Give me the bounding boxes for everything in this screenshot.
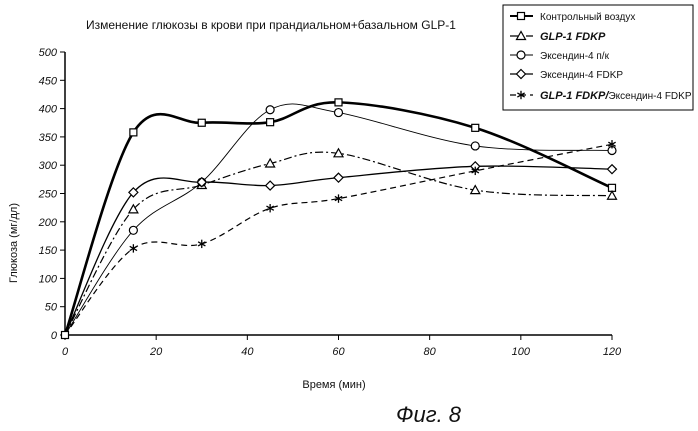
origin-point — [62, 332, 69, 339]
y-tick-label: 400 — [39, 104, 58, 116]
legend-label-5: GLP-1 FDKP/Эксендин-4 FDKP — [540, 90, 692, 102]
data-point-series-1 — [198, 119, 205, 126]
x-tick-label: 120 — [603, 346, 622, 358]
y-tick-label: 0 — [51, 330, 58, 342]
x-tick-label: 100 — [512, 346, 531, 358]
y-axis-label: Глюкоза (мг/дл) — [8, 203, 20, 283]
legend-label-3: Эксендин-4 п/к — [540, 51, 610, 62]
data-point-series-1 — [335, 99, 342, 106]
data-point-series-1 — [130, 129, 137, 136]
y-ticks: 0 50 100 150 200 250 300 350 400 450 500 — [38, 47, 65, 342]
chart-title: Изменение глюкозы в крови при прандиальн… — [86, 18, 456, 32]
series-line-1 — [65, 102, 612, 335]
data-point-series-4 — [334, 173, 343, 182]
data-point-series-2 — [608, 191, 617, 199]
data-point-series-4 — [266, 181, 275, 190]
x-tick-label: 80 — [424, 346, 437, 358]
x-tick-label: 40 — [241, 346, 254, 358]
y-tick-label: 150 — [39, 245, 58, 257]
data-point-series-5 — [266, 204, 273, 212]
y-tick-label: 450 — [39, 75, 58, 87]
y-tick-label: 500 — [39, 47, 58, 59]
y-tick-label: 50 — [45, 302, 58, 314]
y-tick-label: 100 — [39, 273, 58, 285]
x-tick-label: 0 — [62, 346, 69, 358]
legend-marker-3 — [517, 51, 525, 59]
y-tick-label: 200 — [38, 217, 58, 229]
legend-label-1: Контрольный воздух — [540, 12, 635, 23]
series-line-4 — [65, 166, 612, 335]
legend-marker-1 — [518, 13, 525, 20]
x-tick-label: 60 — [332, 346, 345, 358]
data-point-series-5 — [130, 244, 137, 252]
data-point-series-3 — [129, 226, 137, 234]
series-markers — [62, 99, 617, 339]
x-ticks: 0 20 40 60 80 100 120 — [62, 335, 622, 358]
data-point-series-3 — [471, 142, 479, 150]
data-point-series-1 — [472, 124, 479, 131]
data-point-series-4 — [608, 165, 617, 174]
x-axis-label: Время (мин) — [302, 379, 365, 391]
data-point-series-1 — [267, 119, 274, 126]
legend-label-2: GLP-1 FDKP — [540, 31, 606, 43]
y-tick-label: 300 — [39, 160, 58, 172]
legend-label-4: Эксендин-4 FDKP — [540, 70, 623, 81]
legend: Контрольный воздух GLP-1 FDKP Эксендин-4 п… — [503, 5, 693, 110]
x-tick-label: 20 — [149, 346, 163, 358]
data-point-series-3 — [266, 106, 274, 114]
series-line-3 — [65, 104, 612, 335]
y-tick-label: 350 — [39, 132, 58, 144]
series-lines — [65, 102, 612, 335]
data-point-series-5 — [198, 240, 205, 248]
y-tick-label: 250 — [38, 189, 58, 201]
data-point-series-3 — [335, 109, 343, 117]
figure-label: Фиг. 8 — [396, 402, 462, 427]
